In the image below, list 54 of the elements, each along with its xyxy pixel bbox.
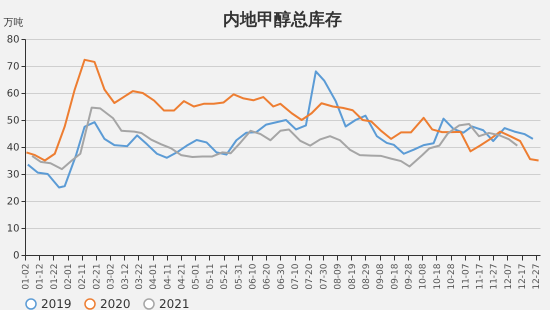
x-tick-label: 03-02 <box>106 264 117 290</box>
x-tick-label: 05-11 <box>206 264 216 290</box>
x-tick-label: 02-01 <box>64 264 74 290</box>
x-tick-label: 05-31 <box>234 264 244 290</box>
x-tick-label: 08-29 <box>362 263 372 290</box>
x-tick-label: 09-08 <box>376 263 386 290</box>
x-tick-label: 06-30 <box>276 263 287 290</box>
legend-label: 2021 <box>159 297 190 310</box>
x-tick-label: 10-08 <box>418 263 429 290</box>
x-tick-label: 11-17 <box>475 264 486 290</box>
x-tick-label: 11-27 <box>490 264 500 290</box>
x-tick-label: 01-12 <box>36 264 46 290</box>
x-tick-label: 07-20 <box>305 263 316 290</box>
chart-title: 内地甲醇总库存 <box>223 10 342 30</box>
x-tick-label: 12-27 <box>532 264 542 290</box>
x-tick-label: 05-21 <box>220 264 230 290</box>
y-tick-label: 20 <box>6 196 20 208</box>
y-tick-label: 80 <box>6 34 20 46</box>
y-tick-label: 70 <box>6 62 20 72</box>
x-tick-label: 01-02 <box>22 264 32 290</box>
line-series <box>26 70 534 188</box>
y-tick-label: 50 <box>6 116 20 126</box>
y-tick-label: 10 <box>6 224 20 234</box>
line-series <box>31 106 518 170</box>
y-tick-label: 60 <box>6 88 20 100</box>
x-tick-label: 10-18 <box>432 263 443 290</box>
x-tick-label: 04-11 <box>163 264 174 290</box>
x-tick-label: 09-28 <box>404 263 415 290</box>
x-tick-label: 08-19 <box>348 263 358 290</box>
y-tick-label: 0 <box>13 250 20 262</box>
y-tick-label: 30 <box>6 170 20 180</box>
y-axis-title: 万吨 <box>4 16 24 28</box>
x-tick-label: 05-01 <box>192 264 202 290</box>
x-tick-label: 04-01 <box>149 264 160 290</box>
x-tick-label: 10-28 <box>447 263 458 290</box>
legend-label: 2020 <box>100 297 131 310</box>
x-tick-label: 02-21 <box>92 264 102 290</box>
x-tick-label: 03-22 <box>135 264 145 290</box>
x-tick-label: 07-10 <box>291 263 302 290</box>
legend-label: 2019 <box>41 297 72 310</box>
x-tick-label: 12-17 <box>518 264 528 290</box>
x-tick-label: 12-07 <box>504 264 514 290</box>
x-tick-label: 01-22 <box>50 264 60 290</box>
x-tick-label: 07-30 <box>319 263 330 290</box>
x-tick-label: 06-10 <box>248 263 258 290</box>
x-tick-label: 04-21 <box>178 264 188 290</box>
x-tick-label: 02-11 <box>78 264 88 290</box>
line-series <box>25 58 540 162</box>
x-tick-label: 03-12 <box>120 264 131 290</box>
y-tick-label: 40 <box>6 142 20 154</box>
x-tick-label: 08-09 <box>334 263 344 290</box>
x-tick-label: 09-18 <box>390 263 400 290</box>
x-tick-label: 11-07 <box>461 264 472 290</box>
x-tick-label: 06-20 <box>262 263 273 290</box>
